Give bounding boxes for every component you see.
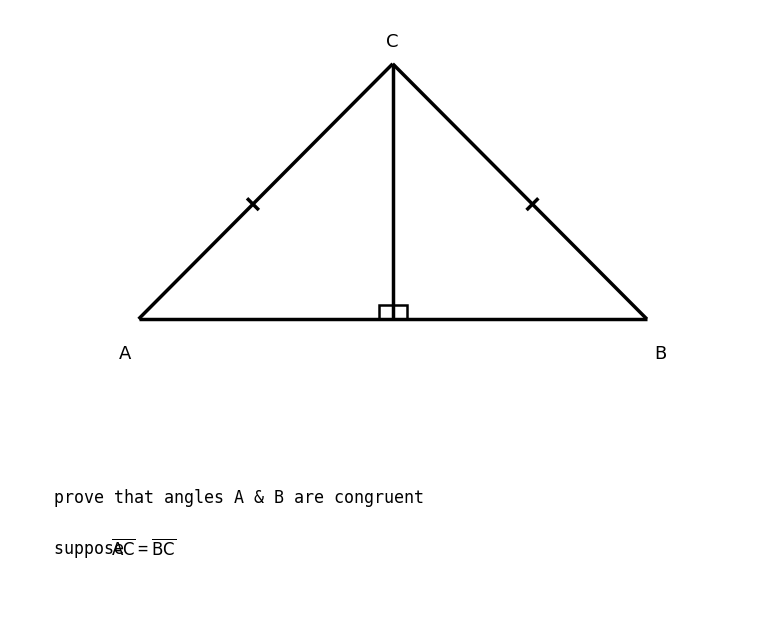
Bar <box>393 305 407 319</box>
Text: A: A <box>119 345 131 362</box>
Text: prove that angles A & B are congruent: prove that angles A & B are congruent <box>54 489 424 507</box>
Bar <box>379 305 393 319</box>
Text: B: B <box>654 345 667 362</box>
Text: C: C <box>387 33 399 51</box>
Text: $\overline{\rm AC}$: $\overline{\rm AC}$ <box>111 538 136 559</box>
Text: $\overline{\rm BC}$: $\overline{\rm BC}$ <box>151 538 176 559</box>
Text: =: = <box>128 540 158 558</box>
Text: suppose: suppose <box>54 540 134 558</box>
